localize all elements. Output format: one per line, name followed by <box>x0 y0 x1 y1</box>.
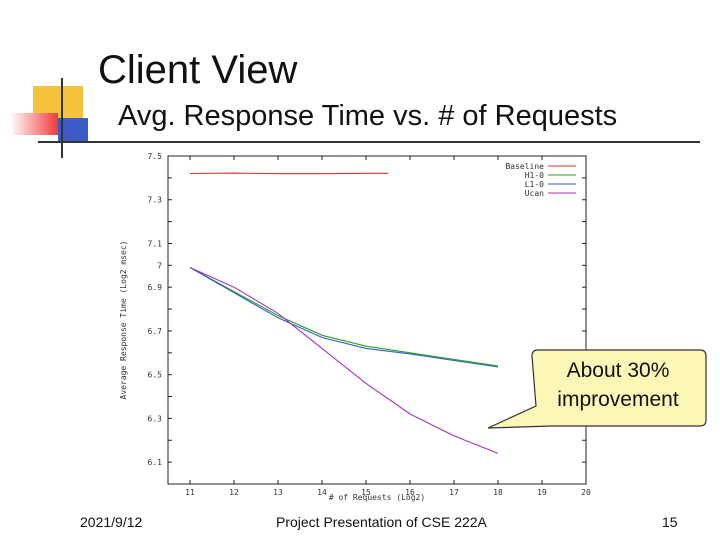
x-tick-label: 14 <box>317 488 327 497</box>
x-axis-label: # of Requests (Log2) <box>329 493 425 502</box>
slide-title: Client View <box>98 48 298 92</box>
y-tick-label: 6.5 <box>148 371 163 380</box>
y-tick-labels: 7.5 7.3 7.1 7 6.9 6.7 6.5 6.3 6.1 <box>148 152 586 485</box>
legend-label: Baseline <box>505 162 544 171</box>
legend-label: H1-0 <box>525 171 544 180</box>
legend-label: L1-0 <box>525 180 544 189</box>
series-lines <box>189 172 499 454</box>
series-line-h1-0 <box>189 267 499 367</box>
callout-text: About 30% improvement <box>557 359 679 411</box>
response-time-chart: 7.5 7.3 7.1 7 6.9 6.7 6.5 6.3 6.1 11 12 13 14 15 16 17… <box>119 152 591 502</box>
y-tick-label: 6.9 <box>148 283 163 292</box>
footer-center: Project Presentation of CSE 222A <box>276 514 487 530</box>
y-tick-label: 7.3 <box>148 196 163 205</box>
legend-label: Ucan <box>525 189 544 198</box>
series-line-baseline <box>189 172 388 175</box>
y-tick-label: 7.5 <box>148 152 163 161</box>
page-number: 15 <box>662 514 678 530</box>
slide-subtitle: Avg. Response Time vs. # of Requests <box>118 100 618 132</box>
series-line-l1-0 <box>189 267 499 368</box>
x-tick-label: 17 <box>449 488 459 497</box>
x-tick-labels: 11 12 13 14 15 16 17 18 19 20 <box>185 156 591 497</box>
decor-blue-square <box>58 118 88 142</box>
y-tick-label: 7 <box>157 261 162 270</box>
x-tick-label: 11 <box>185 488 195 497</box>
y-tick-label: 6.3 <box>148 414 163 423</box>
y-axis-label: Average Response Time (Log2 msec) <box>119 241 128 400</box>
y-tick-label: 6.1 <box>148 458 163 467</box>
series-line-ucan <box>189 266 499 454</box>
x-tick-label: 20 <box>581 488 591 497</box>
x-tick-label: 13 <box>273 488 283 497</box>
x-tick-label: 15 <box>361 488 371 497</box>
decor-red-square <box>10 113 58 135</box>
title-divider <box>38 141 700 143</box>
footer-date: 2021/9/12 <box>80 514 143 530</box>
y-tick-label: 6.7 <box>148 327 163 336</box>
x-tick-label: 16 <box>405 488 415 497</box>
x-tick-label: 19 <box>537 488 547 497</box>
plot-frame <box>167 155 587 485</box>
x-tick-label: 18 <box>493 488 503 497</box>
decor-vertical-line <box>61 78 63 158</box>
y-tick-label: 7.1 <box>148 239 163 248</box>
x-tick-label: 12 <box>229 488 239 497</box>
